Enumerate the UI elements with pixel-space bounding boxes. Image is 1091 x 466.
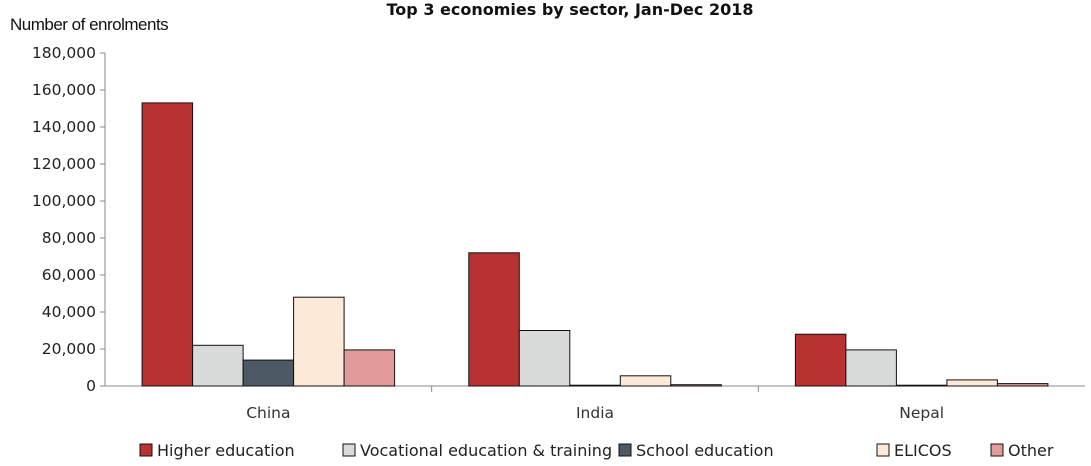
bar <box>192 344 244 387</box>
legend: Higher education Vocational education & t… <box>139 441 1054 460</box>
bar <box>996 383 1049 387</box>
y-tick-label: 180,000 <box>32 44 96 62</box>
y-tick-label: 140,000 <box>32 118 96 136</box>
legend-label: ELICOS <box>894 441 952 460</box>
legend-swatch <box>139 443 153 457</box>
legend-label: Vocational education & training <box>360 441 612 460</box>
bar <box>845 349 897 387</box>
x-tick-label: India <box>576 404 614 422</box>
legend-swatch <box>618 443 632 457</box>
legend-label: Higher education <box>157 441 295 460</box>
legend-label: Other <box>1008 441 1054 460</box>
x-tick-label: Nepal <box>899 404 944 422</box>
legend-swatch <box>876 443 890 457</box>
bar <box>343 349 396 387</box>
y-tick-label: 100,000 <box>32 192 96 210</box>
bar <box>468 252 520 387</box>
y-tick-label: 40,000 <box>42 303 96 321</box>
legend-label: School education <box>636 441 774 460</box>
legend-swatch <box>990 443 1004 457</box>
bar <box>619 375 672 387</box>
y-tick-label: 120,000 <box>32 155 96 173</box>
bar <box>518 330 571 387</box>
y-tick-label: 20,000 <box>42 340 96 358</box>
y-tick-label: 160,000 <box>32 81 96 99</box>
bar <box>794 333 847 387</box>
bar <box>242 359 295 387</box>
plot-area: 0 20,000 40,000 60,000 80,000 100,000 120,000 1… <box>32 44 1085 422</box>
legend-swatch <box>342 443 356 457</box>
bar <box>293 296 345 387</box>
y-axis-label: Number of enrolments <box>10 15 168 34</box>
bar <box>141 102 194 387</box>
y-tick-label: 60,000 <box>42 266 96 284</box>
x-tick-label: China <box>246 404 290 422</box>
bar <box>946 379 998 387</box>
bar <box>895 384 948 387</box>
bar <box>569 384 621 387</box>
y-tick-label: 80,000 <box>42 229 96 247</box>
y-tick-label: 0 <box>86 377 96 395</box>
chart-title: Top 3 economies by sector, Jan-Dec 2018 <box>387 0 754 19</box>
bar <box>670 384 722 387</box>
